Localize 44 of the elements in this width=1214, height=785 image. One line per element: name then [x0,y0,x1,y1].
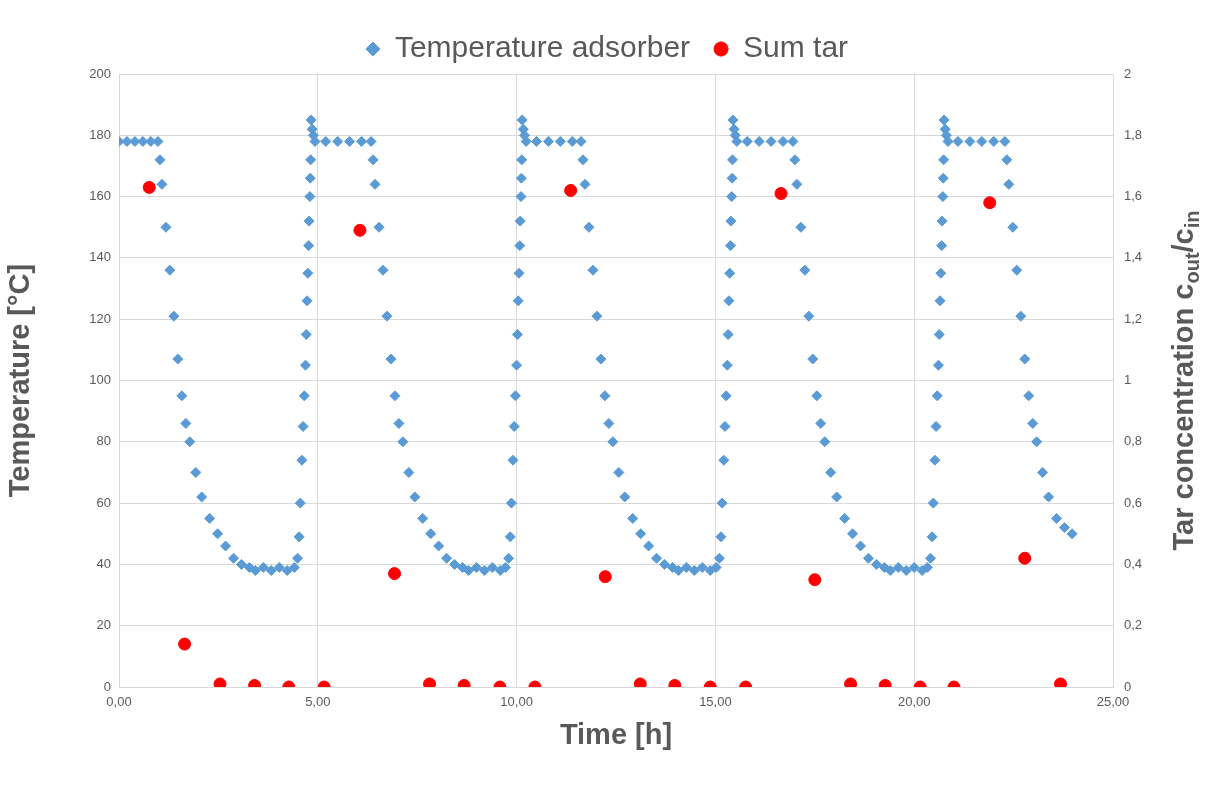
y-tick-label: 140 [89,249,111,265]
y-tick-label: 100 [89,372,111,388]
point [633,677,647,687]
point [1018,551,1032,565]
y2-tick-label: 0,4 [1124,555,1143,571]
y2-tick-label: 0,8 [1124,433,1143,449]
point [142,180,156,194]
x-tick-label: 5,00 [305,694,331,710]
y-tick-label: 60 [96,494,111,510]
y2-tick-label: 1,8 [1124,126,1143,142]
y2-tick-label: 1,6 [1124,188,1143,204]
point [423,677,437,687]
y2-tick-label: 2 [1124,65,1132,81]
y-axis-title: Temperature [°C] [3,263,36,498]
y-tick-label: 160 [89,188,111,204]
y2-tick-label: 0 [1124,678,1132,694]
x-tick-label: 25,00 [1096,694,1130,710]
y-tick-label: 120 [89,310,111,326]
x-tick-label: 15,00 [699,694,732,710]
point [774,187,788,201]
y-tick-label: 80 [96,433,111,449]
y2-tick-label: 0,6 [1124,494,1143,510]
y-tick-label: 20 [96,617,111,633]
y-tick-label: 40 [96,555,111,571]
y2-axis-title: Tar concentration cout/cin [1167,210,1203,551]
x-tick-label: 20,00 [897,694,931,710]
y-tick-label: 0 [103,678,111,694]
y2-tick-label: 1,2 [1124,310,1143,326]
y2-tick-label: 0,2 [1124,617,1143,633]
point [564,183,578,197]
point [213,677,227,687]
y-tick-label: 180 [89,126,111,142]
y2-tick-label: 1 [1124,372,1132,388]
point [983,196,997,210]
x-tick-label: 10,00 [500,694,533,710]
point [844,677,858,687]
point [353,223,367,237]
point [1054,677,1068,687]
y-tick-label: 200 [89,65,111,81]
y2-tick-label: 1,4 [1124,249,1143,265]
x-axis-title: Time [h] [559,717,673,750]
legend-label: Temperature adsorber [394,30,691,64]
x-tick-label: 0,00 [106,694,132,710]
legend-label: Sum tar [743,30,849,64]
